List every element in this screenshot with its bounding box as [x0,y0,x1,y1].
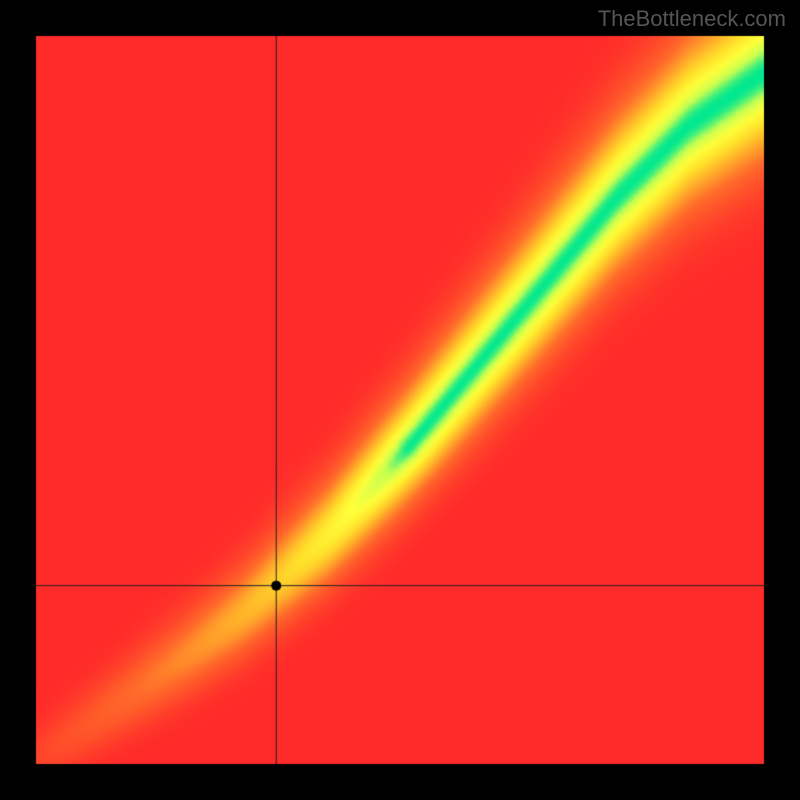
bottleneck-heatmap [0,0,800,800]
chart-container: TheBottleneck.com [0,0,800,800]
watermark-text: TheBottleneck.com [598,6,786,32]
